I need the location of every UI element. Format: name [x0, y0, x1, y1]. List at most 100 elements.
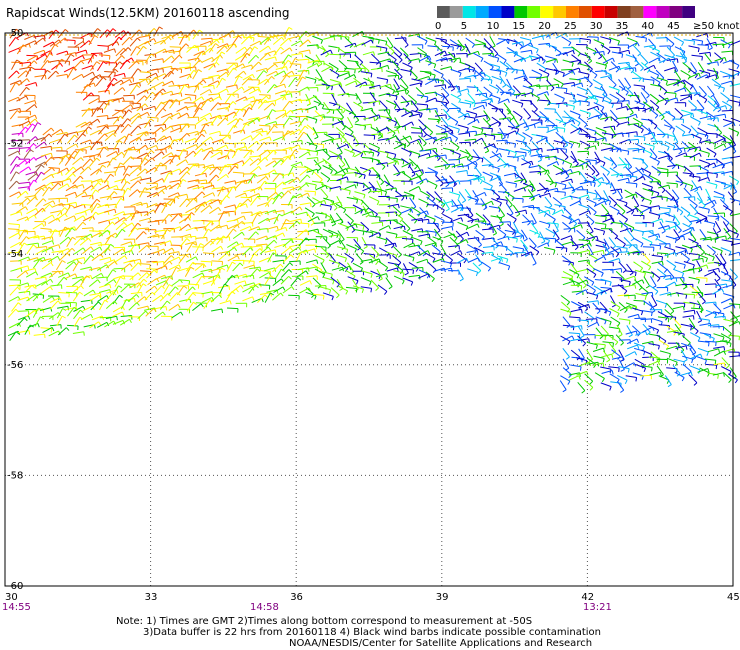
wind-barb	[8, 180, 17, 190]
wind-barb	[584, 172, 595, 180]
wind-barb	[179, 233, 191, 238]
wind-barb	[280, 38, 289, 47]
wind-barb-flag	[201, 133, 206, 138]
wind-barb	[443, 181, 455, 184]
wind-barb	[265, 235, 276, 241]
wind-barb	[216, 144, 227, 151]
wind-barb-flag	[449, 137, 453, 142]
wind-barb	[360, 123, 372, 127]
wind-barb	[673, 229, 681, 239]
wind-barb	[80, 208, 91, 214]
wind-barb	[625, 131, 637, 134]
wind-barb	[16, 216, 28, 222]
wind-barb	[306, 168, 318, 173]
wind-barb	[162, 55, 172, 64]
wind-barb	[184, 150, 194, 159]
wind-barb	[371, 246, 380, 255]
wind-barb	[353, 42, 365, 48]
wind-barb-flag	[200, 243, 205, 246]
wind-barb	[640, 196, 652, 202]
wind-barb	[122, 147, 130, 158]
wind-barb	[690, 186, 701, 192]
wind-barb	[247, 173, 255, 184]
wind-barb	[186, 44, 196, 53]
wind-barb	[594, 131, 605, 139]
wind-barb	[82, 92, 92, 101]
wind-barb	[713, 124, 723, 134]
wind-barb-flag	[233, 124, 238, 128]
wind-barb	[9, 28, 17, 39]
wind-barb-flag	[348, 126, 354, 130]
wind-barb	[369, 61, 381, 64]
wind-barb-flag	[114, 209, 117, 214]
wind-barb	[57, 207, 66, 217]
wind-barb	[40, 133, 50, 142]
wind-barb-flag	[70, 204, 75, 208]
wind-barb	[561, 255, 572, 263]
wind-barb	[585, 127, 597, 132]
wind-barb-flag	[338, 152, 343, 156]
wind-barb-flag	[197, 184, 200, 190]
wind-barb	[704, 41, 716, 46]
wind-barb-flag	[110, 243, 115, 248]
wind-barb-flag	[314, 136, 319, 140]
wind-barb	[225, 84, 237, 88]
wind-barb-flag	[114, 68, 119, 73]
wind-barb	[193, 50, 204, 57]
wind-barb	[344, 42, 356, 48]
wind-barb	[465, 130, 477, 133]
wind-barb-flag	[715, 104, 720, 108]
wind-barb	[167, 192, 179, 198]
wind-barb	[368, 157, 380, 161]
wind-barb-flag	[399, 218, 404, 223]
wind-barb	[520, 148, 532, 152]
wind-barb	[235, 96, 246, 103]
wind-barb	[256, 157, 266, 166]
wind-barb	[113, 188, 125, 191]
wind-barb-flag	[517, 157, 519, 162]
wind-barb	[585, 159, 597, 162]
wind-barb	[352, 148, 363, 154]
wind-barb	[499, 60, 509, 69]
wind-barb-flag	[621, 223, 623, 228]
wind-barb-flag	[253, 96, 256, 101]
wind-barb	[721, 50, 733, 53]
wind-barb	[185, 104, 197, 109]
wind-barb	[199, 112, 211, 119]
wind-barb-flag	[610, 75, 613, 80]
wind-barb	[88, 76, 96, 86]
wind-barb-flag	[441, 254, 444, 259]
wind-barb-flag	[346, 144, 350, 149]
wind-barb-flag	[314, 248, 317, 253]
wind-barb-flag	[141, 106, 144, 111]
wind-barb	[440, 244, 447, 255]
wind-barb	[289, 58, 296, 69]
wind-barb-flag	[536, 251, 540, 256]
wind-barb-flag	[404, 89, 407, 94]
wind-barb-flag	[283, 83, 287, 89]
wind-barb-flag	[644, 166, 649, 170]
wind-barb-flag	[42, 37, 46, 42]
wind-barb	[434, 154, 446, 158]
wind-barb	[154, 229, 166, 233]
wind-barb-flag	[673, 57, 676, 63]
wind-barb-flag	[661, 218, 664, 223]
wind-barb	[674, 70, 682, 80]
wind-barb-flag	[256, 196, 261, 200]
wind-barb	[673, 80, 684, 86]
figure-title: Rapidscat Winds(12.5KM) 20160118 ascendi…	[6, 6, 290, 20]
wind-barb	[282, 210, 293, 217]
wind-barb	[625, 62, 635, 71]
wind-barb-flag	[50, 153, 53, 158]
wind-barb-flag	[573, 223, 578, 227]
wind-barb-flag	[471, 44, 476, 48]
wind-barb	[329, 201, 341, 206]
wind-barb	[248, 46, 255, 57]
wind-barb	[194, 226, 206, 229]
wind-barb	[450, 43, 462, 48]
wind-barb	[427, 236, 437, 244]
wind-barb	[248, 193, 259, 199]
wind-barb-flag	[427, 250, 431, 255]
wind-barb	[40, 152, 52, 157]
wind-barb-flag	[655, 236, 659, 241]
